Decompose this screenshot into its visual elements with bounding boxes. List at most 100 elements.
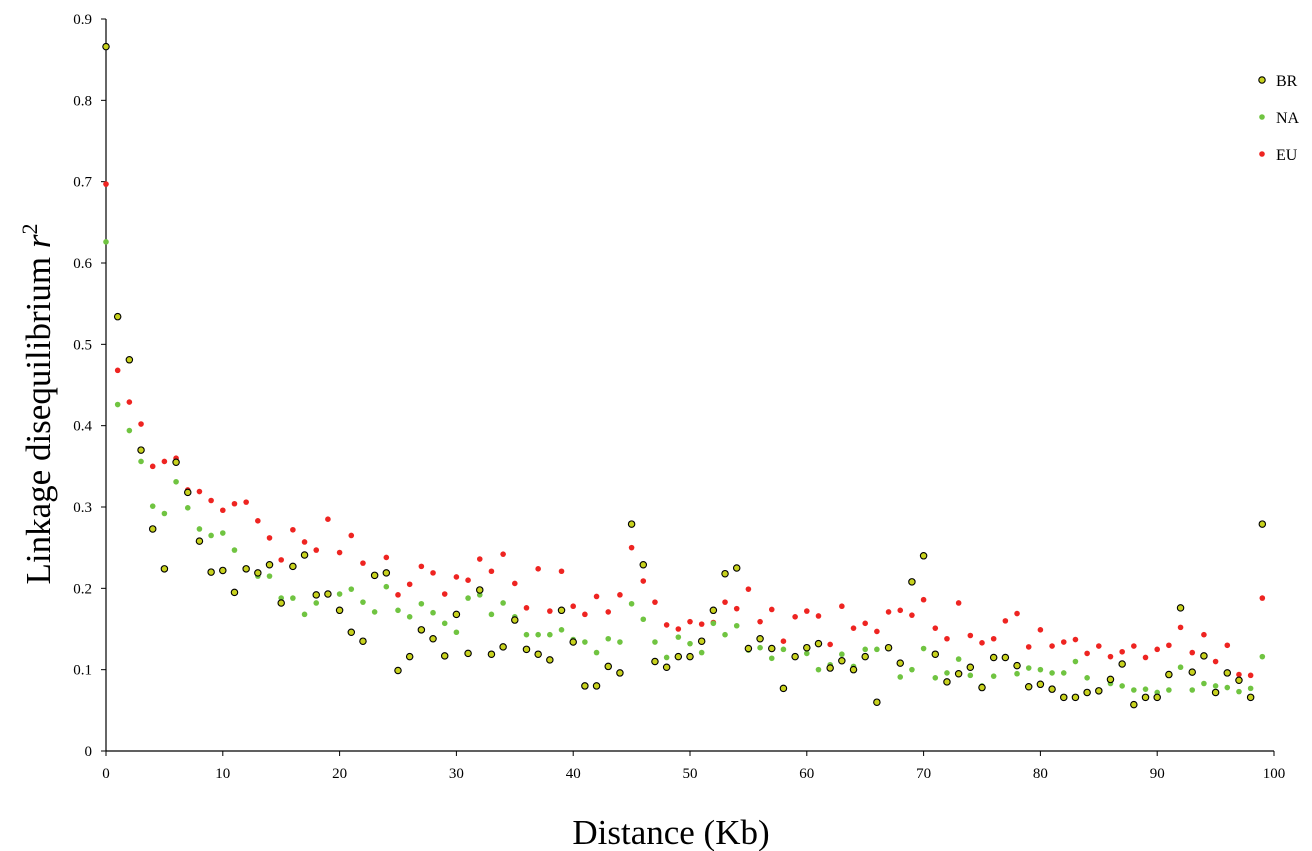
point-eu bbox=[897, 607, 904, 614]
point-br bbox=[908, 578, 916, 586]
legend-label-na: NA bbox=[1276, 110, 1300, 127]
point-na bbox=[768, 655, 775, 662]
y-tick-label: 0.3 bbox=[73, 500, 92, 516]
point-eu bbox=[255, 518, 261, 524]
x-tick-label: 20 bbox=[332, 766, 347, 782]
point-na bbox=[1177, 664, 1184, 671]
point-br bbox=[1013, 661, 1021, 670]
point-na bbox=[1060, 670, 1067, 676]
point-na bbox=[476, 592, 483, 598]
x-tick-label: 10 bbox=[215, 766, 230, 782]
point-br bbox=[873, 698, 881, 706]
point-eu bbox=[1072, 636, 1079, 643]
point-br bbox=[499, 643, 507, 651]
point-br bbox=[125, 356, 134, 364]
point-na bbox=[1236, 688, 1242, 695]
point-br bbox=[931, 650, 940, 658]
point-eu bbox=[698, 621, 705, 627]
point-eu bbox=[944, 635, 950, 642]
point-na bbox=[733, 622, 740, 629]
point-eu bbox=[336, 549, 343, 556]
point-eu bbox=[979, 640, 985, 646]
point-na bbox=[710, 620, 717, 627]
point-eu bbox=[406, 581, 413, 588]
point-br bbox=[838, 656, 846, 665]
point-eu bbox=[827, 641, 833, 648]
point-na bbox=[582, 639, 588, 645]
point-na bbox=[909, 666, 915, 673]
point-br bbox=[487, 650, 496, 658]
point-na bbox=[103, 239, 109, 245]
legend-marker-na bbox=[1259, 114, 1265, 120]
point-br bbox=[277, 599, 285, 607]
point-br bbox=[989, 653, 998, 662]
legend-label-eu: EU bbox=[1276, 147, 1298, 164]
point-na bbox=[313, 600, 320, 606]
point-eu bbox=[161, 458, 168, 465]
point-na bbox=[967, 672, 974, 679]
x-tick-label: 80 bbox=[1033, 766, 1048, 782]
point-eu bbox=[360, 560, 366, 566]
point-eu bbox=[862, 620, 868, 627]
point-br bbox=[1001, 653, 1010, 662]
point-eu bbox=[500, 551, 506, 557]
point-eu bbox=[663, 622, 670, 628]
point-br bbox=[1141, 693, 1150, 702]
point-na bbox=[593, 649, 600, 656]
point-br bbox=[1258, 520, 1267, 528]
point-na bbox=[698, 649, 705, 656]
y-tick-label: 0.7 bbox=[73, 175, 92, 191]
point-eu bbox=[278, 557, 285, 563]
x-tick-label: 70 bbox=[916, 766, 931, 782]
point-eu bbox=[1142, 654, 1149, 661]
point-br bbox=[709, 606, 718, 615]
point-br bbox=[721, 569, 729, 578]
point-br bbox=[604, 662, 612, 671]
x-tick-label: 60 bbox=[799, 766, 814, 782]
point-br bbox=[1246, 693, 1255, 702]
y-axis-title-main: Linkage disequilibrium bbox=[19, 248, 58, 584]
point-br bbox=[756, 635, 764, 643]
point-br bbox=[113, 312, 122, 321]
point-na bbox=[605, 635, 612, 642]
point-br bbox=[686, 652, 694, 661]
point-eu bbox=[301, 539, 308, 545]
point-eu bbox=[745, 586, 752, 592]
x-axis-title: Distance (Kb) bbox=[572, 813, 769, 851]
point-na bbox=[1131, 687, 1137, 693]
point-na bbox=[780, 646, 787, 653]
point-eu bbox=[628, 544, 635, 551]
point-br bbox=[954, 669, 963, 678]
point-br bbox=[1036, 680, 1045, 689]
point-na bbox=[126, 427, 133, 434]
point-br bbox=[546, 656, 554, 664]
point-eu bbox=[383, 554, 390, 561]
point-br bbox=[966, 663, 975, 671]
point-br bbox=[896, 659, 904, 667]
point-br bbox=[1188, 668, 1196, 676]
point-br bbox=[359, 637, 367, 645]
point-br bbox=[1095, 687, 1103, 695]
point-na bbox=[336, 591, 343, 597]
x-axis-ticks: 0 10 20 30 40 50 60 70 80 90 100 bbox=[102, 751, 1285, 782]
point-eu bbox=[523, 605, 530, 611]
point-eu bbox=[1107, 653, 1114, 660]
point-na bbox=[1072, 658, 1079, 665]
point-na bbox=[757, 644, 763, 651]
point-eu bbox=[430, 570, 436, 576]
point-na bbox=[290, 595, 296, 601]
point-br bbox=[148, 525, 157, 533]
point-eu bbox=[605, 609, 612, 615]
y-axis-title-symbol: r bbox=[19, 234, 58, 248]
point-na bbox=[1084, 675, 1090, 681]
point-na bbox=[1014, 670, 1020, 677]
point-eu bbox=[1224, 642, 1231, 649]
point-br bbox=[230, 588, 239, 597]
legend-label-br: BR bbox=[1276, 73, 1298, 90]
point-na bbox=[1154, 689, 1160, 696]
point-br bbox=[1165, 670, 1173, 679]
point-br bbox=[803, 643, 811, 652]
point-na bbox=[441, 620, 448, 627]
point-br bbox=[1211, 688, 1220, 697]
